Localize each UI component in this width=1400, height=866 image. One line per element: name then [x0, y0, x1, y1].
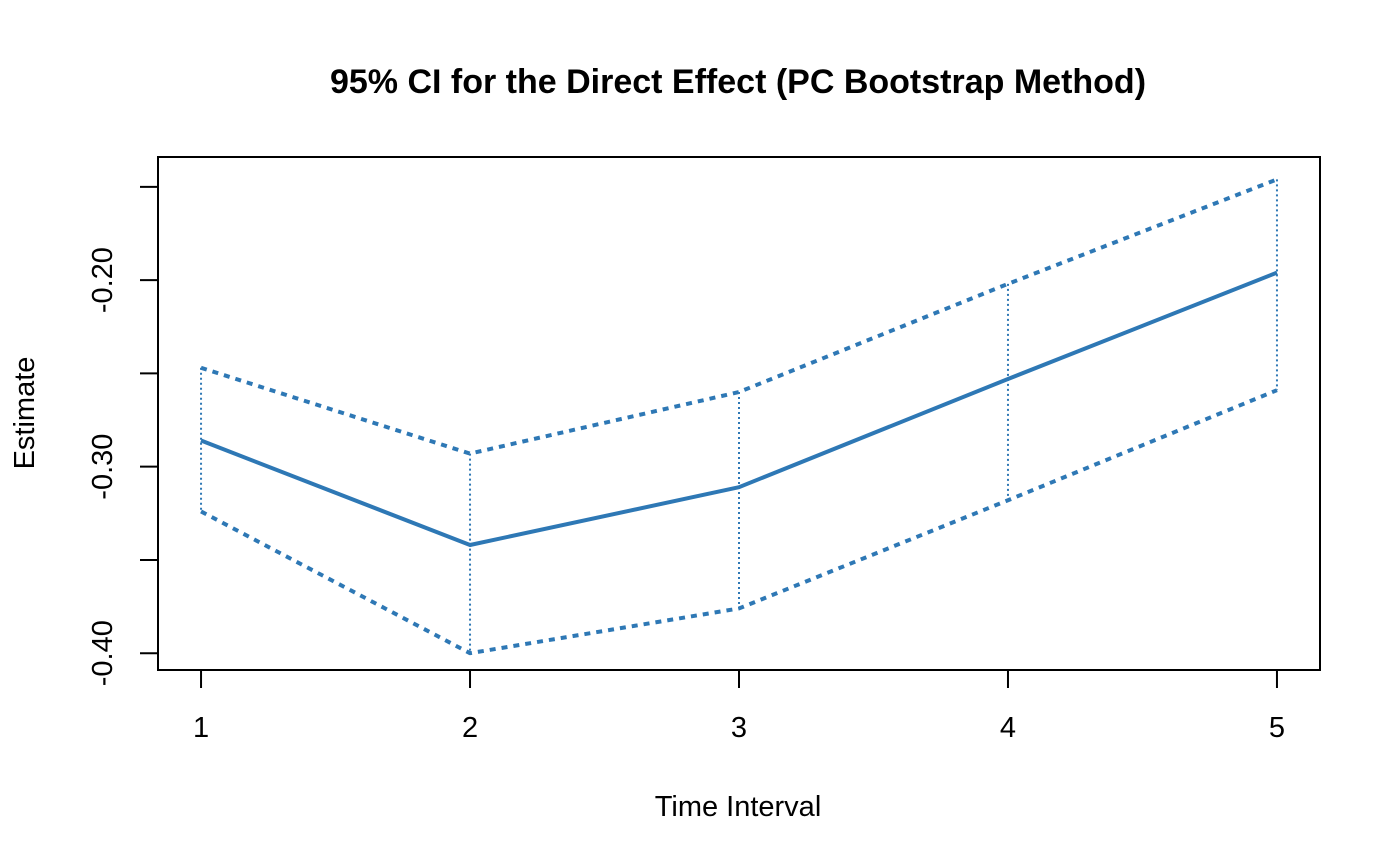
- series-line-lower: [200, 388, 1278, 656]
- y-tick-label: -0.20: [87, 247, 119, 313]
- y-axis-label: Estimate: [9, 357, 41, 470]
- series-line-estimate: [200, 270, 1278, 548]
- y-axis: -0.40 -0.30 -0.20: [87, 185, 159, 686]
- y-tick-label: -0.40: [87, 620, 119, 686]
- x-tick-label: 1: [193, 712, 209, 744]
- y-tick-label: -0.30: [87, 434, 119, 500]
- x-tick-label: 5: [1269, 712, 1285, 744]
- x-axis-label: Time Interval: [655, 791, 822, 823]
- x-tick-label: 2: [462, 712, 478, 744]
- x-axis: 1 2 3 4 5: [193, 669, 1285, 744]
- x-tick-label: 3: [731, 712, 747, 744]
- ci-bars: [200, 179, 1278, 654]
- chart-title: 95% CI for the Direct Effect (PC Bootstr…: [330, 63, 1146, 101]
- series-lines: [200, 177, 1278, 656]
- x-tick-label: 4: [1000, 712, 1016, 744]
